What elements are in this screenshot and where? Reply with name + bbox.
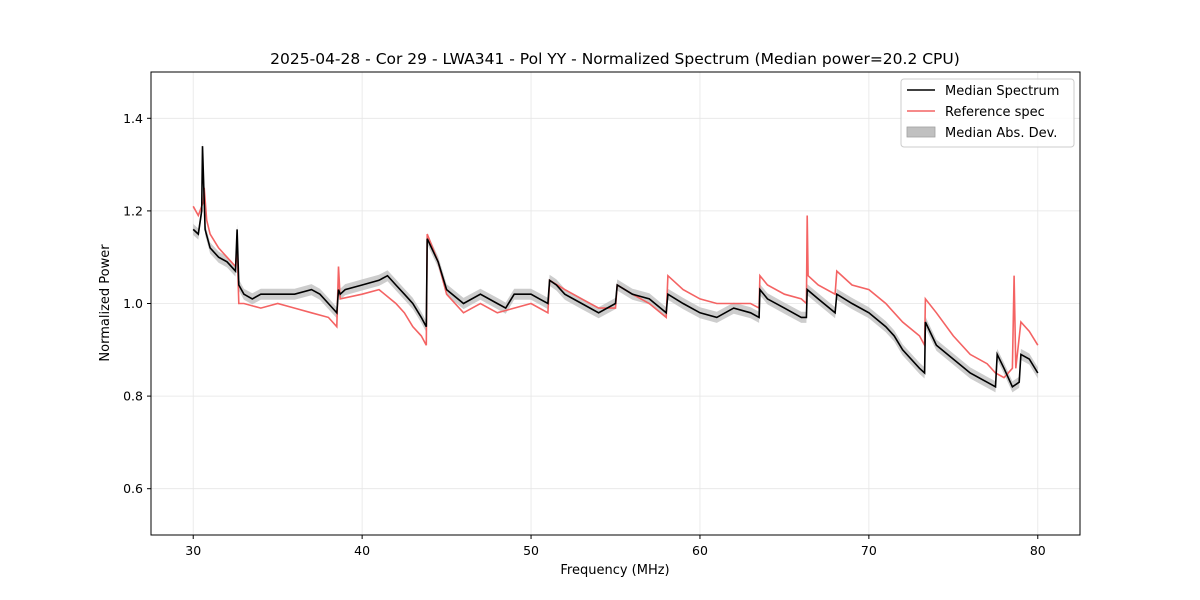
legend-reference-label: Reference spec bbox=[945, 105, 1045, 120]
legend-mad-swatch bbox=[906, 126, 936, 138]
legend-mad-label: Median Abs. Dev. bbox=[945, 126, 1057, 141]
y-tick-label: 1.2 bbox=[123, 203, 143, 218]
y-tick-label: 1.4 bbox=[123, 111, 143, 126]
legend: Median Spectrum Reference spec Median Ab… bbox=[900, 78, 1075, 148]
median-spectrum-line bbox=[192, 146, 1039, 389]
y-tick-label: 1.0 bbox=[123, 296, 143, 311]
x-axis-label: Frequency (MHz) bbox=[560, 563, 669, 578]
x-tick-label: 80 bbox=[1030, 543, 1046, 558]
x-tick-label: 30 bbox=[185, 543, 201, 558]
x-axis-ticks: 30 40 50 60 70 80 bbox=[185, 535, 1046, 558]
x-tick-label: 60 bbox=[692, 543, 708, 558]
x-tick-label: 50 bbox=[523, 543, 539, 558]
x-tick-label: 70 bbox=[861, 543, 877, 558]
chart-title: 2025-04-28 - Cor 29 - LWA341 - Pol YY - … bbox=[270, 50, 960, 68]
x-tick-label: 40 bbox=[354, 543, 370, 558]
y-tick-label: 0.6 bbox=[123, 481, 143, 496]
reference-spec-line bbox=[192, 187, 1039, 379]
y-axis-label: Normalized Power bbox=[98, 244, 113, 362]
y-axis-ticks: 0.6 0.8 1.0 1.2 1.4 bbox=[123, 111, 151, 496]
legend-box bbox=[900, 78, 1075, 148]
y-tick-label: 0.8 bbox=[123, 389, 143, 404]
legend-median-label: Median Spectrum bbox=[945, 84, 1059, 99]
